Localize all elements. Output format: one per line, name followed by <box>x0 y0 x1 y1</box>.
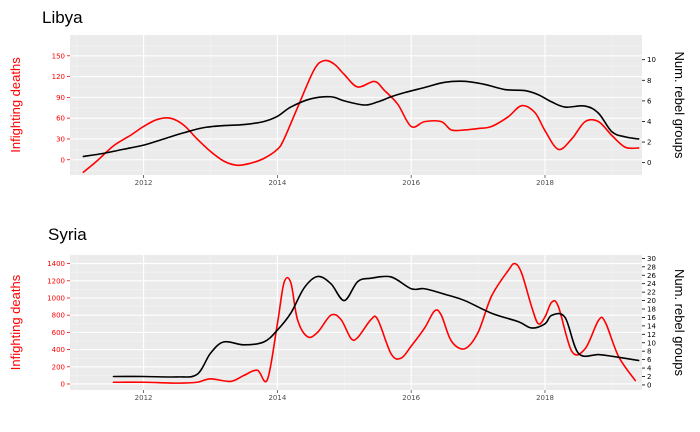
syria-right-tick-label: 16 <box>647 314 656 322</box>
libya-left-tick-label: 30 <box>56 135 65 143</box>
syria-left-tick-label: 200 <box>52 363 65 371</box>
libya-left-tick-label: 90 <box>56 94 65 102</box>
syria-right-tick-label: 14 <box>647 322 656 330</box>
syria-left-tick-label: 800 <box>52 312 65 320</box>
syria-x-tick-label: 2014 <box>268 394 286 402</box>
syria-left-tick-label: 400 <box>52 346 65 354</box>
libya-panel: 0 30 60 90 120 150 0 2 4 6 8 10 2012 2014 2016 2018 Liby… <box>8 8 687 187</box>
syria-right-tick-label: 6 <box>647 356 652 364</box>
syria-left-tick-label: 1000 <box>47 294 65 302</box>
syria-left-tick-label: 1400 <box>47 260 65 268</box>
libya-left-tick-label: 60 <box>56 115 65 123</box>
syria-x-tick-label: 2016 <box>402 394 420 402</box>
libya-chart-title: Libya <box>42 8 83 27</box>
syria-panel: 0200400600800100012001400024681012141618… <box>8 225 687 402</box>
syria-right-tick-label: 26 <box>647 272 656 280</box>
syria-right-tick-label: 8 <box>647 348 651 356</box>
libya-right-tick-label: 0 <box>647 159 651 167</box>
syria-left-axis-label: Infighting deaths <box>8 274 23 370</box>
syria-chart-title: Syria <box>48 225 87 244</box>
syria-groups-series-line <box>112 275 640 378</box>
syria-right-tick-label: 30 <box>647 255 656 263</box>
libya-right-tick-label: 6 <box>647 97 652 105</box>
syria-right-tick-label: 10 <box>647 339 656 347</box>
syria-x-tick-label: 2018 <box>536 394 554 402</box>
syria-plot-background <box>70 255 642 390</box>
libya-right-axis-label: Num. rebel groups <box>672 52 687 159</box>
libya-left-axis-label: Infighting deaths <box>8 57 23 153</box>
libya-groups-series-line <box>82 80 640 158</box>
syria-right-tick-label: 22 <box>647 289 656 297</box>
syria-left-tick-label: 600 <box>52 329 65 337</box>
libya-x-tick-label: 2016 <box>402 179 420 187</box>
libya-right-tick-label: 8 <box>647 77 651 85</box>
syria-right-tick-label: 28 <box>647 263 656 271</box>
libya-left-tick-label: 120 <box>52 73 65 81</box>
libya-right-tick-label: 2 <box>647 139 651 147</box>
syria-right-tick-label: 12 <box>647 331 656 339</box>
libya-left-tick-label: 150 <box>52 52 65 60</box>
syria-right-tick-label: 24 <box>647 280 656 288</box>
syria-right-tick-label: 0 <box>647 381 651 389</box>
libya-plot-background <box>70 35 642 175</box>
libya-deaths-series-line <box>82 59 640 174</box>
libya-right-tick-label: 10 <box>647 56 656 64</box>
libya-x-tick-label: 2012 <box>135 179 153 187</box>
libya-x-tick-label: 2018 <box>536 179 554 187</box>
syria-left-tick-label: 0 <box>61 380 65 388</box>
libya-x-tick-label: 2014 <box>268 179 286 187</box>
syria-right-tick-label: 20 <box>647 297 656 305</box>
syria-right-axis-label: Num. rebel groups <box>672 269 687 376</box>
syria-right-tick-label: 2 <box>647 373 651 381</box>
syria-x-tick-label: 2012 <box>135 394 153 402</box>
syria-deaths-series-line <box>112 262 637 384</box>
syria-right-tick-label: 4 <box>647 365 652 373</box>
libya-right-tick-label: 4 <box>647 118 652 126</box>
syria-left-tick-label: 1200 <box>47 277 65 285</box>
libya-left-tick-label: 0 <box>61 156 65 164</box>
syria-right-tick-label: 18 <box>647 306 656 314</box>
